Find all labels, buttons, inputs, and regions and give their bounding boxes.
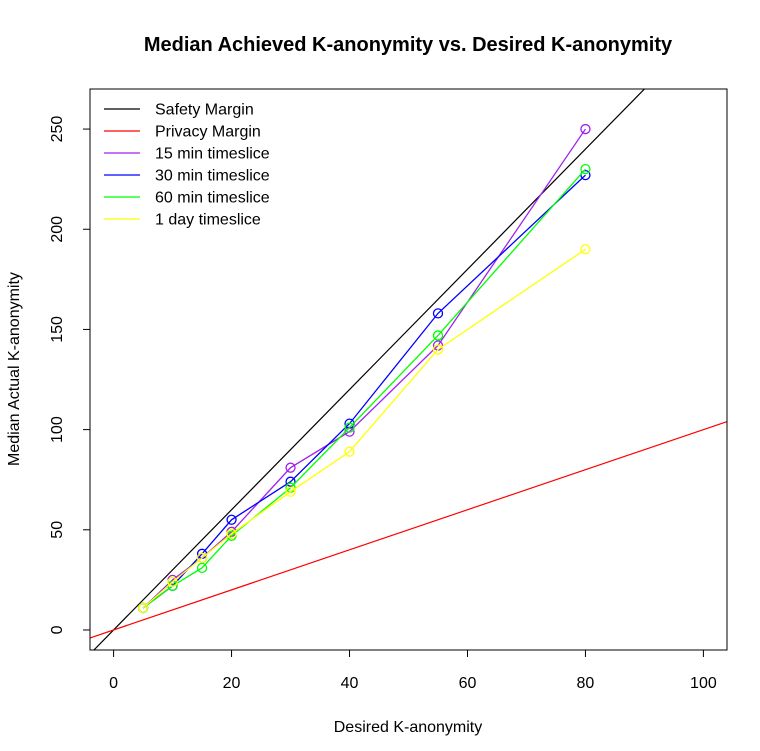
data-point: [580, 163, 591, 175]
data-point: [167, 576, 178, 588]
y-tick-label: 150: [49, 316, 66, 343]
data-point: [432, 344, 444, 355]
data-point: [344, 446, 355, 457]
data-point: [285, 486, 296, 497]
x-tick-label: 40: [341, 675, 359, 692]
data-point: [344, 422, 355, 433]
x-axis-label: Desired K-anonymity: [334, 719, 483, 736]
data-point: [432, 308, 444, 319]
data-point: [285, 476, 296, 487]
data-point: [432, 330, 444, 341]
y-tick-label: 200: [49, 216, 66, 243]
y-tick-label: 100: [49, 416, 66, 443]
data-point: [226, 528, 237, 539]
series-line: [142, 168, 586, 609]
legend-label: 15 min timeslice: [155, 146, 270, 163]
legend-label: Safety Margin: [155, 102, 254, 119]
chart-title: Median Achieved K-anonymity vs. Desired …: [144, 34, 673, 56]
data-point: [137, 602, 149, 614]
series-line: [142, 174, 586, 609]
data-point: [196, 552, 208, 563]
data-point: [580, 123, 591, 135]
legend-label: 30 min timeslice: [155, 168, 270, 185]
x-tick-label: 100: [690, 675, 717, 692]
plot-area: [90, 89, 727, 650]
legend-label: Privacy Margin: [155, 124, 261, 141]
data-point: [285, 462, 296, 473]
x-tick-label: 0: [109, 675, 118, 692]
x-tick-label: 80: [577, 675, 595, 692]
y-tick-label: 50: [49, 521, 66, 539]
series-line: [142, 128, 586, 609]
plot-frame: [89, 88, 728, 651]
x-tick-label: 60: [459, 675, 477, 692]
y-axis-label: Median Actual K-anonymity: [6, 272, 23, 466]
axes: 0 20 40 60 80 100 0 50 100 150 200 250: [49, 116, 717, 692]
series-line: [142, 248, 586, 609]
reference-line: [90, 420, 727, 639]
reference-line: [93, 89, 646, 650]
legend: Safety Margin Privacy Margin 15 min timesl…: [104, 102, 270, 229]
legend-label: 1 day timeslice: [155, 212, 261, 229]
data-point: [580, 244, 591, 255]
x-tick-label: 20: [223, 675, 241, 692]
legend-label: 60 min timeslice: [155, 190, 270, 207]
data-point: [196, 562, 208, 574]
y-tick-label: 250: [49, 116, 66, 143]
data-point: [226, 514, 237, 525]
y-tick-label: 0: [49, 625, 66, 634]
